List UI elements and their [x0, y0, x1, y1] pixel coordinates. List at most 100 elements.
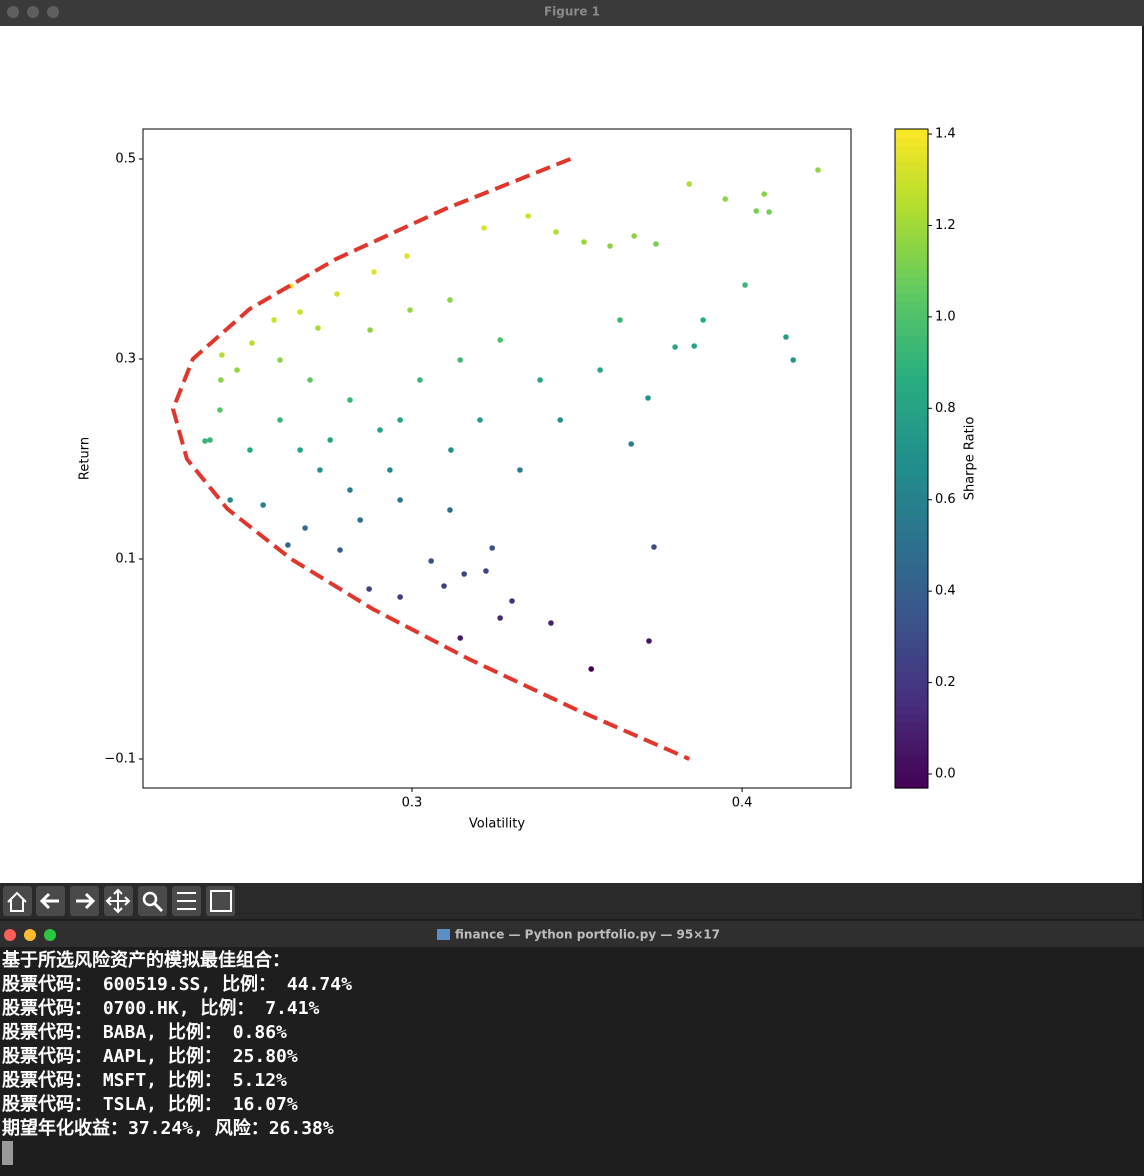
colorbar-segment: [895, 153, 928, 163]
scatter-point: [653, 241, 659, 247]
colorbar-segment: [895, 713, 928, 723]
scatter-point: [753, 208, 760, 214]
scatter-point: [497, 337, 503, 343]
terminal-line: 股票代码： 0700.HK, 比例： 7.41%: [1, 997, 320, 1019]
colorbar-segment: [895, 639, 928, 649]
scatter-point: [407, 307, 413, 313]
scatter-point: [761, 191, 767, 197]
colorbar-segment: [895, 186, 928, 196]
scatter-point: [347, 487, 353, 493]
colorbar-frame: [894, 128, 929, 789]
colorbar-segment: [895, 129, 928, 138]
colorbar-segment: [895, 483, 928, 493]
colorbar-segment: [895, 499, 928, 509]
scatter-point: [607, 243, 613, 249]
scatter-point: [517, 467, 523, 473]
colorbar-segment: [895, 392, 928, 402]
scatter-point: [790, 357, 797, 363]
back-icon: [39, 892, 59, 910]
colorbar-segment: [895, 656, 928, 666]
scatter-point: [742, 282, 748, 288]
colorbar-segment: [895, 326, 928, 336]
pan-icon: [105, 888, 131, 914]
colorbar-segment: [895, 474, 928, 484]
scatter-point: [337, 547, 343, 553]
scatter-point: [217, 407, 223, 413]
folder-icon: [437, 929, 450, 940]
colorbar-segment: [895, 285, 928, 295]
scatter-point: [219, 352, 225, 358]
colorbar-segment: [895, 507, 928, 517]
y-tick-label: 0.5: [115, 152, 136, 167]
scatter-point: [441, 583, 447, 589]
colorbar-segment: [895, 450, 928, 460]
scatter-point: [297, 309, 303, 315]
colorbar-segment: [895, 565, 928, 575]
scatter-point: [334, 291, 340, 297]
toolbar: [0, 883, 1142, 919]
scatter-point: [581, 239, 587, 245]
scatter-point: [327, 437, 333, 443]
colorbar-segment: [895, 137, 928, 147]
scatter-point: [645, 395, 651, 401]
scatter-point: [628, 441, 634, 447]
colorbar-tick-label: 1.4: [935, 127, 956, 142]
terminal-minimize[interactable]: [24, 929, 36, 941]
scatter-point: [588, 666, 595, 672]
colorbar-segment: [895, 425, 928, 435]
colorbar-segment: [895, 722, 928, 731]
scatter-point: [397, 594, 403, 600]
terminal-zoom[interactable]: [44, 929, 56, 941]
colorbar-segment: [895, 384, 928, 394]
minimize-button[interactable]: [27, 6, 39, 18]
colorbar-tick-label: 0.6: [935, 492, 956, 507]
colorbar-segment: [895, 755, 928, 764]
colorbar-segment: [895, 433, 928, 443]
zoom-rect-button[interactable]: [138, 886, 167, 916]
scatter-point: [317, 467, 323, 473]
scatter-point: [315, 325, 321, 331]
colorbar-segment: [895, 359, 928, 369]
scatter-point: [651, 544, 657, 550]
scatter-point: [700, 317, 706, 323]
colorbar-segment: [895, 573, 928, 583]
colorbar-segment: [895, 269, 928, 278]
scatter-point: [404, 253, 410, 259]
zoom-button[interactable]: [47, 6, 59, 18]
colorbar-segment: [895, 334, 928, 344]
scatter-point: [347, 397, 353, 403]
colorbar-segment: [895, 145, 928, 155]
colorbar-segment: [895, 705, 928, 715]
terminal-close[interactable]: [4, 929, 16, 941]
terminal-line: 股票代码： BABA, 比例： 0.86%: [1, 1021, 287, 1043]
scatter-point: [397, 497, 403, 503]
colorbar-segment: [895, 664, 928, 674]
scatter-point: [297, 447, 303, 453]
colorbar-segment: [895, 458, 928, 468]
scatter-point: [260, 502, 266, 508]
terminal-line: 股票代码： 600519.SS, 比例： 44.74%: [1, 973, 352, 995]
colorbar-tick-label: 0.8: [935, 401, 956, 416]
colorbar-segment: [895, 491, 928, 501]
scatter-point: [553, 229, 559, 235]
scatter-point: [387, 467, 393, 473]
figure-titlebar: [0, 0, 1144, 26]
scatter-point: [672, 344, 678, 350]
save-button[interactable]: [206, 886, 235, 916]
colorbar-segment: [895, 598, 928, 608]
terminal-line: 股票代码： AAPL, 比例： 25.80%: [1, 1045, 298, 1067]
scatter-point: [377, 427, 383, 433]
efficient-frontier: [170, 157, 691, 761]
colorbar-segment: [895, 549, 928, 558]
zoom-icon-handle: [152, 901, 164, 913]
colorbar-segment: [895, 178, 928, 188]
scatter-point: [483, 568, 489, 574]
scatter-point: [218, 377, 224, 383]
x-tick-label: 0.4: [732, 796, 753, 811]
y-axis-label: Return: [78, 437, 93, 480]
scatter-point: [457, 357, 463, 363]
colorbar-segment: [895, 277, 928, 287]
close-button[interactable]: [7, 6, 19, 18]
colorbar-segment: [895, 532, 928, 542]
